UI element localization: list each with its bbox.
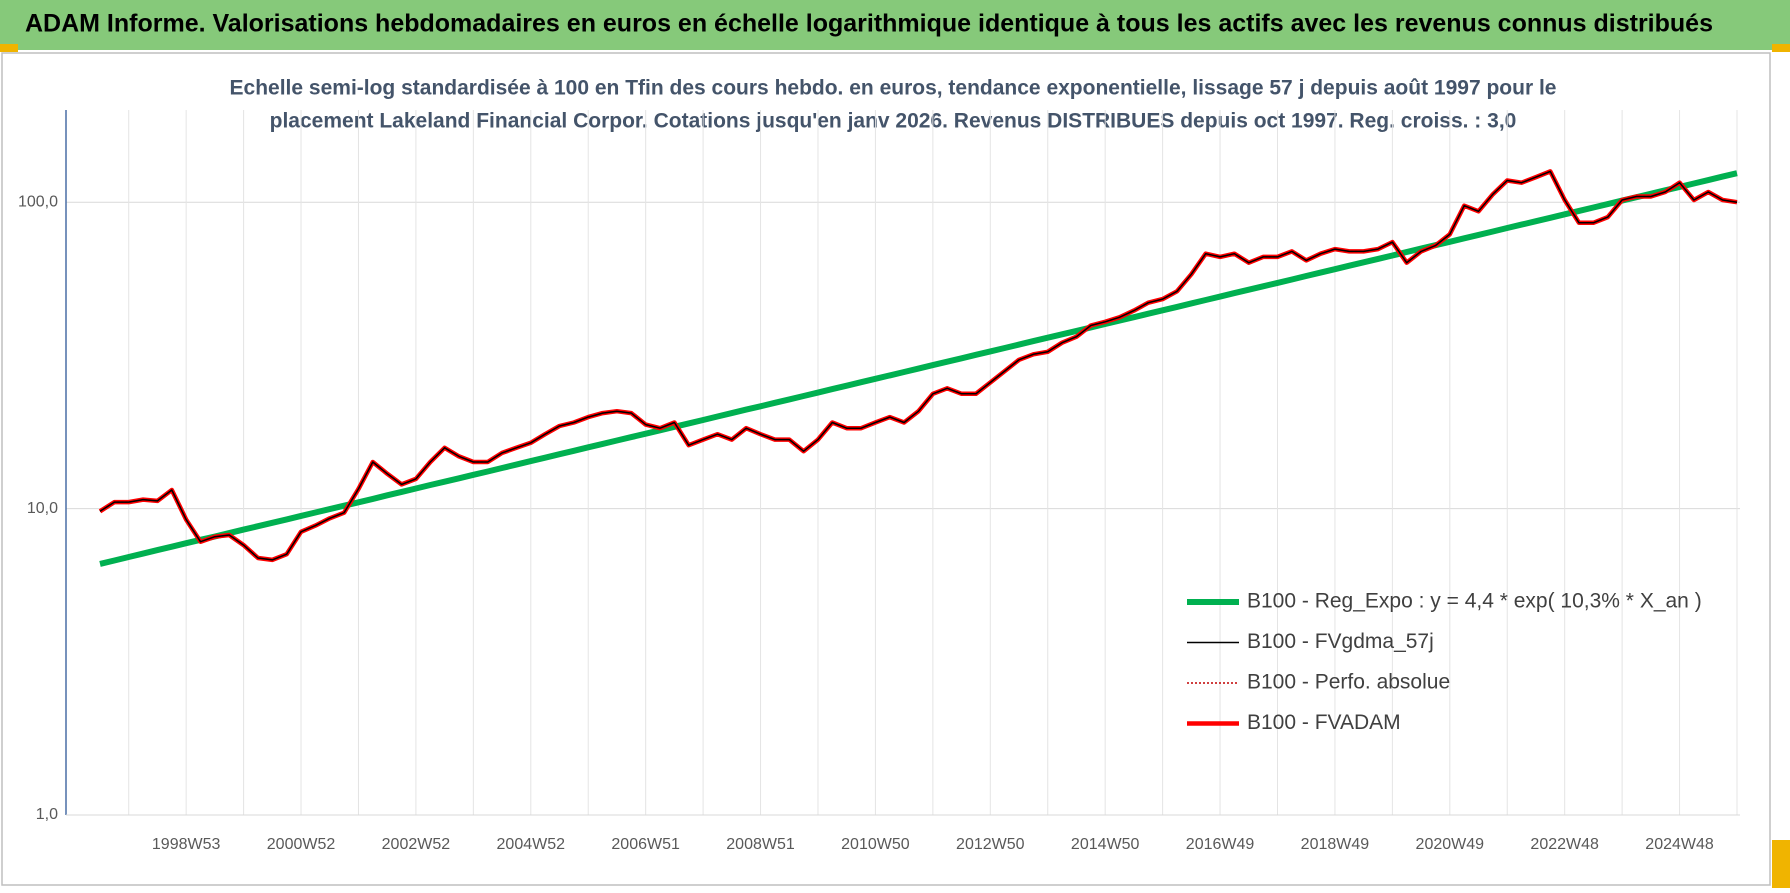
legend-label: B100 - Perfo. absolue [1247,671,1450,694]
chart-subtitle: Echelle semi-log standardisée à 100 en T… [230,77,1557,100]
x-tick-label: 2010W50 [841,836,910,853]
corner-mark [1772,840,1790,888]
x-tick-label: 1998W53 [152,836,221,853]
x-tick-label: 2006W51 [611,836,680,853]
x-tick-label: 2016W49 [1186,836,1255,853]
y-tick-label: 100,0 [18,193,58,210]
x-tick-label: 2024W48 [1645,836,1714,853]
x-tick-label: 2000W52 [267,836,336,853]
corner-mark [0,44,18,52]
series-lines [98,169,1738,567]
x-tick-label: 2014W50 [1071,836,1140,853]
x-tick-label: 2008W51 [726,836,795,853]
legend-label: B100 - Reg_Expo : y = 4,4 * exp( 10,3% *… [1247,590,1702,613]
x-tick-label: 2012W50 [956,836,1025,853]
legend: B100 - Reg_Expo : y = 4,4 * exp( 10,3% *… [1187,590,1702,734]
y-tick-label: 1,0 [36,806,58,823]
x-tick-label: 2018W49 [1301,836,1370,853]
chart-subtitle: placement Lakeland Financial Corpor. Cot… [270,110,1517,133]
corner-mark [1772,44,1790,52]
grid: 1,0 10,0 100,0 1998W53 2000W52 2002W52 2004W52… [18,110,1740,853]
x-tick-label: 2004W52 [497,836,566,853]
x-tick-label: 2002W52 [382,836,451,853]
plot-frame [1,52,1771,886]
header-band [0,0,1790,50]
series-line [99,170,1738,567]
legend-label: B100 - FVADAM [1247,711,1401,734]
y-tick-label: 10,0 [27,500,58,517]
page-title: ADAM Informe. Valorisations hebdomadaire… [25,10,1713,38]
series-line [99,170,1738,561]
x-tick-label: 2020W49 [1416,836,1485,853]
x-tick-label: 2022W48 [1530,836,1599,853]
legend-label: B100 - FVgdma_57j [1247,630,1434,653]
